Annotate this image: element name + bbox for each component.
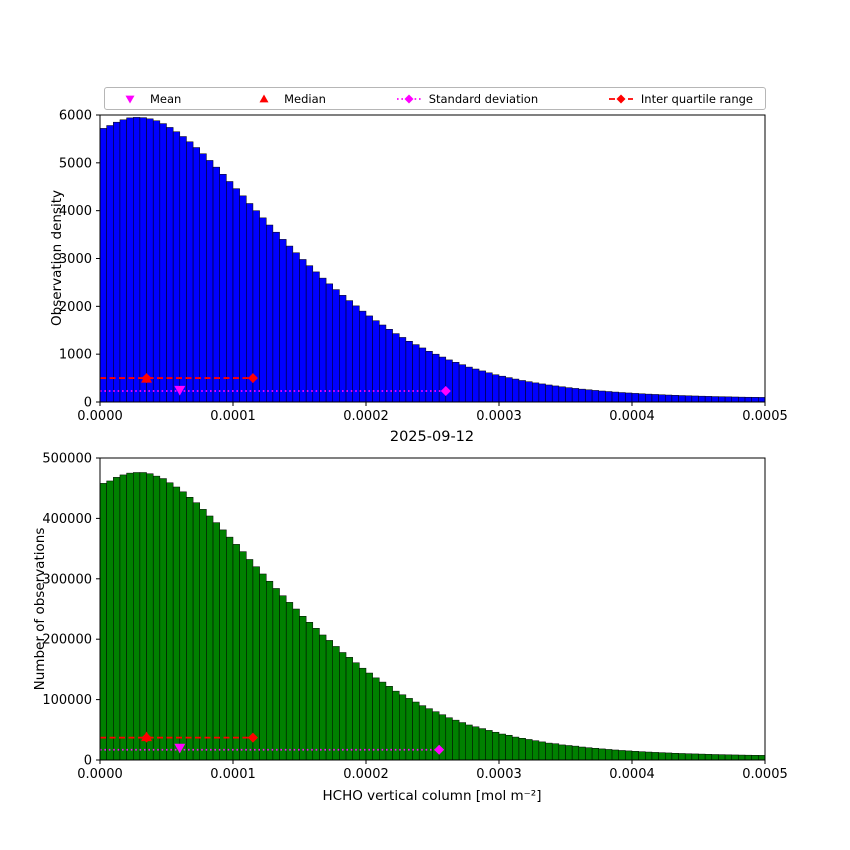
- legend-item-std: Standard deviation: [396, 92, 538, 106]
- svg-text:0.0002: 0.0002: [343, 767, 389, 782]
- top-histogram-x-axis: 0.0000 0.0001 0.0002 0.0003 0.0004 0.0005: [77, 402, 788, 424]
- svg-text:2000: 2000: [59, 300, 92, 315]
- svg-text:0.0001: 0.0001: [210, 409, 256, 424]
- legend-label-std: Standard deviation: [428, 91, 539, 106]
- svg-text:0.0004: 0.0004: [609, 409, 655, 424]
- svg-text:1000: 1000: [59, 348, 92, 363]
- legend-item-median: Median: [251, 92, 326, 106]
- xlabel: HCHO vertical column [mol m⁻²]: [322, 788, 542, 804]
- svg-text:400000: 400000: [42, 512, 92, 527]
- mean-marker-icon: [125, 95, 135, 103]
- date-title: 2025-09-12: [389, 429, 475, 445]
- bottom-histogram-y-axis: 0 100000 200000 300000 400000 500000: [42, 452, 100, 769]
- svg-text:0.0000: 0.0000: [77, 409, 123, 424]
- svg-text:0.0005: 0.0005: [742, 409, 788, 424]
- svg-text:4000: 4000: [59, 204, 92, 219]
- iqr-marker-icon: [608, 94, 633, 103]
- svg-text:6000: 6000: [59, 109, 92, 124]
- bottom-histogram-x-axis: 0.0000 0.0001 0.0002 0.0003 0.0004 0.0005: [77, 760, 788, 782]
- std-marker-icon: [396, 94, 421, 103]
- legend-item-iqr: Inter quartile range: [608, 92, 753, 106]
- svg-text:0: 0: [84, 396, 92, 411]
- svg-text:200000: 200000: [42, 633, 92, 648]
- svg-text:0.0002: 0.0002: [343, 409, 389, 424]
- legend-label-median: Median: [284, 91, 326, 106]
- top-histogram-bars: [99, 117, 766, 403]
- bottom-histogram-bars: [99, 472, 766, 761]
- svg-text:0: 0: [84, 754, 92, 769]
- svg-text:100000: 100000: [42, 693, 92, 708]
- legend-label-mean: Mean: [150, 91, 182, 106]
- svg-text:3000: 3000: [59, 252, 92, 267]
- svg-text:500000: 500000: [42, 452, 92, 467]
- svg-text:0.0003: 0.0003: [476, 409, 522, 424]
- bottom-histogram: 0.0000 0.0001 0.0002 0.0003 0.0004 0.0005 0 100…: [42, 452, 787, 783]
- svg-text:0.0003: 0.0003: [476, 767, 522, 782]
- top-histogram: 0.0000 0.0001 0.0002 0.0003 0.0004 0.0005 0 100…: [59, 109, 788, 425]
- top-histogram-y-axis: 0 1000 2000 3000 4000 5000 6000: [59, 109, 100, 411]
- svg-text:0.0004: 0.0004: [609, 767, 655, 782]
- svg-text:5000: 5000: [59, 156, 92, 171]
- svg-text:300000: 300000: [42, 572, 92, 587]
- legend-item-mean: Mean: [117, 92, 181, 106]
- bottom-histogram-stat-markers: [100, 731, 445, 755]
- svg-text:0.0000: 0.0000: [77, 767, 123, 782]
- svg-text:0.0001: 0.0001: [210, 767, 256, 782]
- top-histogram-stat-markers: [100, 373, 451, 396]
- svg-text:0.0005: 0.0005: [742, 767, 788, 782]
- legend: Mean Median Standard deviation Inter qua…: [104, 87, 766, 110]
- median-marker-icon: [259, 94, 269, 102]
- legend-label-iqr: Inter quartile range: [640, 91, 753, 106]
